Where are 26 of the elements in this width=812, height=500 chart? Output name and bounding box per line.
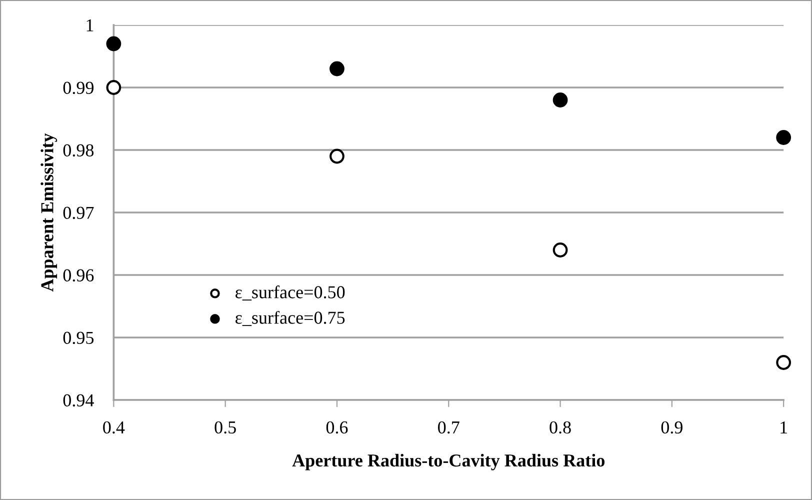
point: [552, 92, 568, 108]
point: [106, 36, 122, 52]
y-tick-label: 0.94: [63, 394, 94, 407]
point: [330, 61, 344, 76]
point: [106, 80, 122, 95]
point: [776, 355, 792, 370]
x-tick-label: 0.7: [438, 421, 460, 434]
x-tick-label: 0.4: [103, 421, 125, 434]
point: [330, 148, 344, 164]
x-tick-label: 1: [780, 421, 788, 434]
x-tick-label: 0.6: [326, 421, 348, 434]
legend-label: ε_surface=0.75: [236, 310, 345, 326]
point: [552, 242, 568, 258]
legend-label: ε_surface=0.50: [236, 285, 345, 300]
y-tick-label: 0.97: [63, 206, 94, 220]
y-tick-label: 0.95: [63, 332, 94, 344]
x-tick-label: 0.5: [214, 421, 236, 434]
y-axis-title: Apparent Emissivity: [40, 133, 58, 292]
x-axis-title: Aperture Radius-to-Cavity Radius Ratio: [292, 454, 605, 470]
y-tick-label: 1: [86, 19, 94, 32]
y-tick-label: 0.98: [63, 144, 94, 157]
y-tick-label: 0.96: [63, 269, 94, 282]
x-tick-label: 0.8: [550, 421, 571, 434]
point: [776, 130, 792, 145]
x-tick-label: 0.9: [661, 421, 682, 434]
y-tick-label: 0.99: [63, 82, 94, 94]
